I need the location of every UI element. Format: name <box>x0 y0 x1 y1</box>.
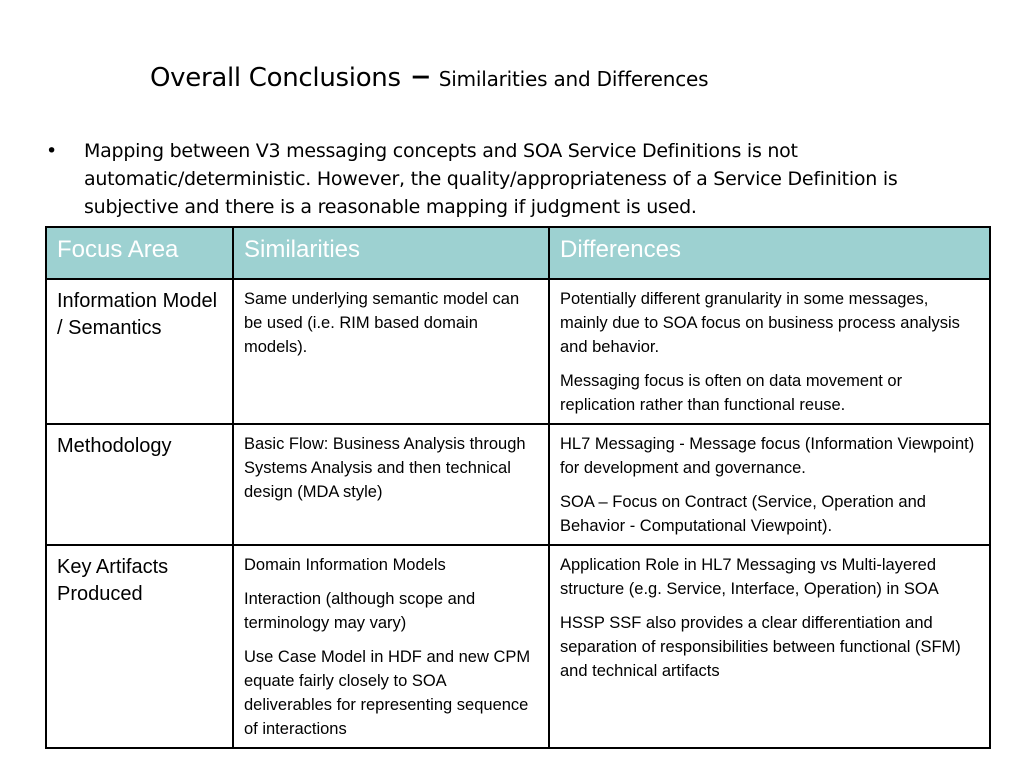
bullet-point: • Mapping between V3 messaging concepts … <box>46 137 926 221</box>
focus-area-cell: Information Model / Semantics <box>45 278 234 425</box>
comparison-table: Focus Area Similarities Differences Info… <box>45 226 991 749</box>
similarities-cell: Domain Information Models Interaction (a… <box>232 544 550 749</box>
similarity-text: Use Case Model in HDF and new CPM equate… <box>244 648 531 738</box>
bullet-icon: • <box>46 140 57 162</box>
differences-cell: HL7 Messaging - Message focus (Informati… <box>548 423 991 546</box>
difference-text: HL7 Messaging - Message focus (Informati… <box>560 435 975 477</box>
difference-text: HSSP SSF also provides a clear different… <box>560 614 961 680</box>
slide-title: Overall Conclusions – Similarities and Dif… <box>150 52 709 98</box>
difference-text: Potentially different granularity in som… <box>560 290 960 356</box>
focus-area-cell: Key Artifacts Produced <box>45 544 234 749</box>
difference-text: SOA – Focus on Contract (Service, Operat… <box>560 493 926 535</box>
title-subtitle: Similarities and Differences <box>438 67 709 91</box>
header-focus-area: Focus Area <box>45 226 234 280</box>
similarity-text: Domain Information Models <box>244 556 446 574</box>
differences-cell: Potentially different granularity in som… <box>548 278 991 425</box>
header-differences: Differences <box>548 226 991 280</box>
difference-text: Messaging focus is often on data movemen… <box>560 372 903 414</box>
similarity-text: Interaction (although scope and terminol… <box>244 590 476 632</box>
table-row: Methodology Basic Flow: Business Analysi… <box>45 423 991 546</box>
table-row: Key Artifacts Produced Domain Informatio… <box>45 544 991 749</box>
similarity-text: Basic Flow: Business Analysis through Sy… <box>244 435 526 501</box>
table-row: Information Model / Semantics Same under… <box>45 278 991 425</box>
similarities-cell: Same underlying semantic model can be us… <box>232 278 550 425</box>
focus-area-cell: Methodology <box>45 423 234 546</box>
difference-text: Application Role in HL7 Messaging vs Mul… <box>560 556 939 598</box>
bullet-text: Mapping between V3 messaging concepts an… <box>84 140 898 218</box>
table-header-row: Focus Area Similarities Differences <box>45 226 991 280</box>
differences-cell: Application Role in HL7 Messaging vs Mul… <box>548 544 991 749</box>
title-dash: – <box>410 52 431 98</box>
title-main: Overall Conclusions <box>150 63 401 93</box>
similarity-text: Same underlying semantic model can be us… <box>244 290 520 356</box>
header-similarities: Similarities <box>232 226 550 280</box>
similarities-cell: Basic Flow: Business Analysis through Sy… <box>232 423 550 546</box>
